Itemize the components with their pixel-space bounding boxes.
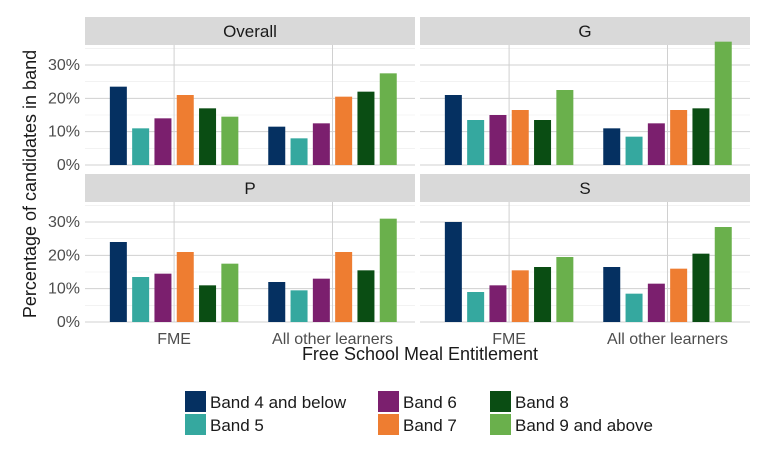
bar <box>670 268 688 322</box>
legend-label: Band 6 <box>403 393 457 412</box>
bar <box>132 277 150 322</box>
y-tick-label: 10% <box>48 124 80 141</box>
bar <box>444 95 462 165</box>
bar <box>379 218 397 322</box>
facet-strip <box>85 174 415 202</box>
y-tick-label: 10% <box>48 281 80 298</box>
bar <box>109 86 127 165</box>
y-tick-label: 30% <box>48 214 80 231</box>
facet-title: Overall <box>223 22 277 41</box>
bar <box>692 108 710 165</box>
bar <box>625 293 643 322</box>
x-tick-label: All other learners <box>607 331 728 348</box>
bar <box>312 278 330 322</box>
bar <box>556 90 574 165</box>
bar <box>357 270 375 322</box>
bar <box>556 257 574 322</box>
y-tick-label: 0% <box>57 314 80 331</box>
legend-label: Band 8 <box>515 393 569 412</box>
bar <box>670 110 688 165</box>
bar <box>290 290 308 322</box>
bar <box>312 123 330 165</box>
legend-key <box>378 414 399 435</box>
bar <box>268 282 286 322</box>
bar <box>467 292 485 322</box>
bar <box>154 273 172 322</box>
bar <box>199 108 217 165</box>
bar <box>335 96 353 165</box>
facet-title: G <box>578 22 591 41</box>
bar <box>603 128 621 165</box>
bar <box>335 252 353 322</box>
legend-key <box>185 391 206 412</box>
legend-key <box>490 414 511 435</box>
y-tick-label: 0% <box>57 157 80 174</box>
bar <box>467 120 485 165</box>
facet-strip <box>420 174 750 202</box>
bar <box>268 126 286 165</box>
bar <box>290 138 308 165</box>
bar <box>511 110 529 165</box>
y-tick-label: 20% <box>48 90 80 107</box>
bar <box>489 285 507 322</box>
bar <box>221 263 239 322</box>
bar <box>199 285 217 322</box>
bar <box>132 128 150 165</box>
legend-label: Band 4 and below <box>210 393 347 412</box>
bar <box>534 120 552 165</box>
legend-label: Band 9 and above <box>515 416 653 435</box>
x-tick-label: All other learners <box>272 331 393 348</box>
y-tick-label: 30% <box>48 57 80 74</box>
bar <box>692 253 710 322</box>
legend-key <box>378 391 399 412</box>
bar <box>444 222 462 322</box>
y-axis-title: Percentage of candidates in band <box>20 50 40 318</box>
bar <box>511 270 529 322</box>
x-axis-title: Free School Meal Entitlement <box>302 344 538 364</box>
bar <box>221 116 239 165</box>
x-tick-label: FME <box>157 331 191 348</box>
legend-label: Band 7 <box>403 416 457 435</box>
bar <box>534 267 552 322</box>
bar <box>603 267 621 322</box>
bar <box>176 95 194 165</box>
bar <box>647 123 665 165</box>
facet-title: P <box>244 179 255 198</box>
bar <box>109 242 127 322</box>
bar <box>625 136 643 165</box>
x-tick-label: FME <box>492 331 526 348</box>
facet-strip <box>420 17 750 45</box>
bar <box>357 91 375 165</box>
bar <box>489 115 507 165</box>
facet-strip <box>85 17 415 45</box>
legend-label: Band 5 <box>210 416 264 435</box>
bar <box>154 118 172 165</box>
facet-title: S <box>579 179 590 198</box>
legend-key <box>185 414 206 435</box>
bar <box>647 283 665 322</box>
bar <box>714 41 732 165</box>
bar <box>176 252 194 322</box>
legend-key <box>490 391 511 412</box>
y-tick-label: 20% <box>48 247 80 264</box>
bar <box>379 73 397 165</box>
bar <box>714 227 732 322</box>
